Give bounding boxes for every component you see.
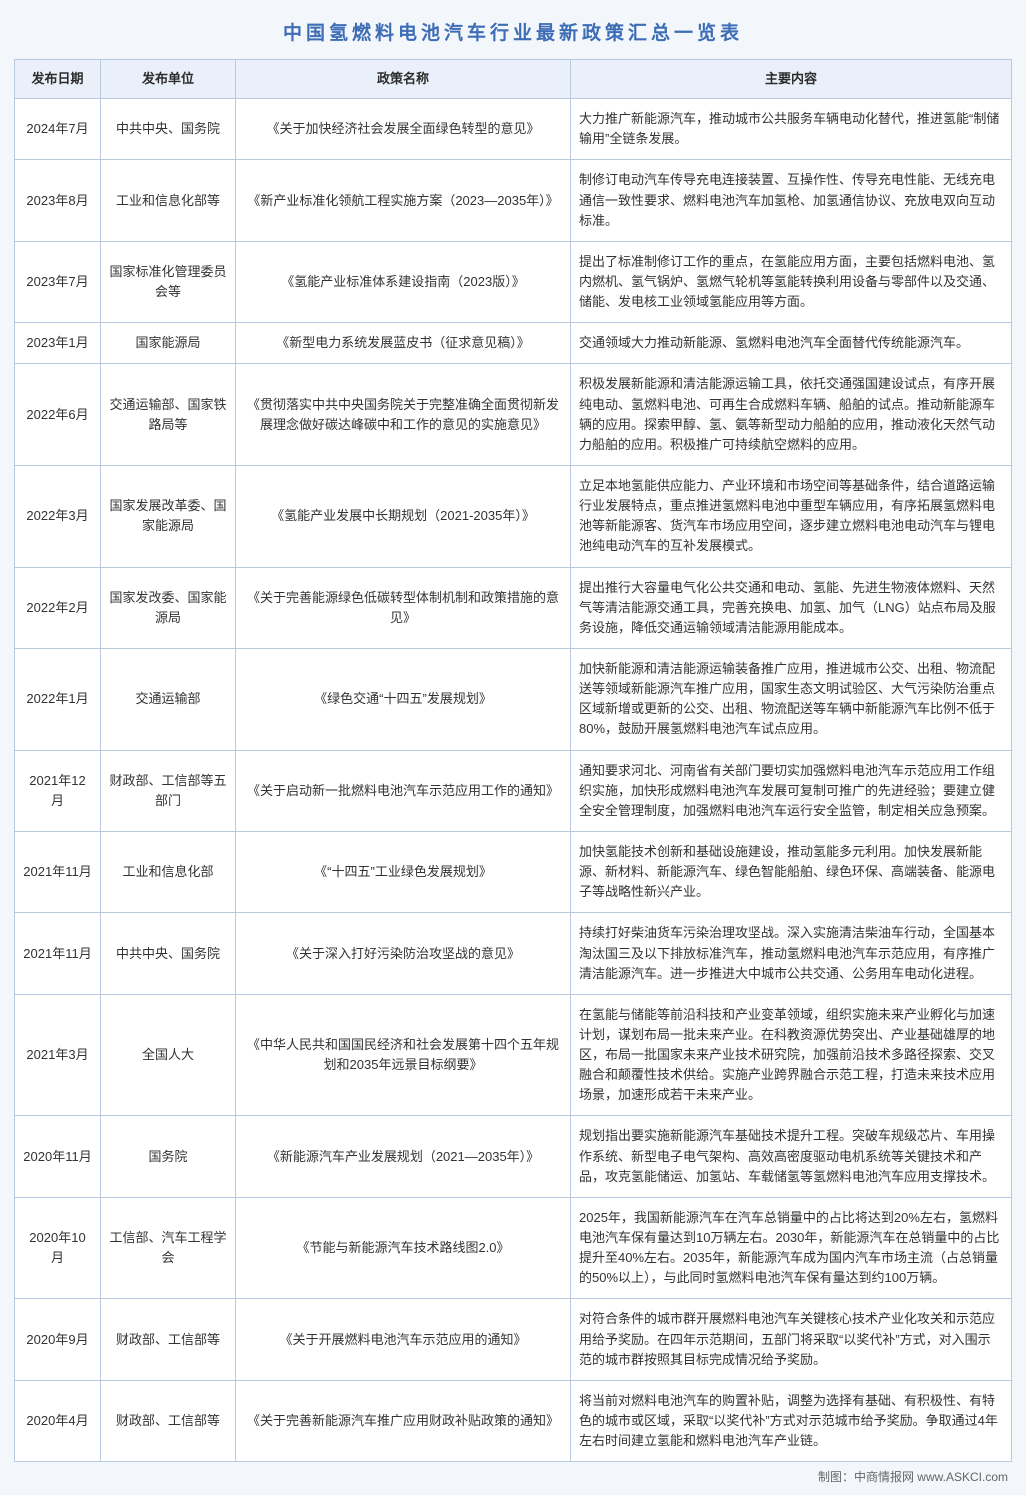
cell-content: 持续打好柴油货车污染治理攻坚战。深入实施清洁柴油车行动，全国基本淘汰国三及以下排…: [571, 913, 1012, 994]
policy-table-page: 中国氢燃料电池汽车行业最新政策汇总一览表 发布日期 发布单位 政策名称 主要内容…: [0, 0, 1026, 1495]
cell-agency: 财政部、工信部等: [101, 1299, 236, 1380]
cell-date: 2020年4月: [15, 1380, 101, 1461]
cell-policy: 《新能源汽车产业发展规划（2021—2035年）》: [236, 1116, 571, 1197]
cell-agency: 交通运输部、国家铁路局等: [101, 364, 236, 466]
cell-policy: 《贯彻落实中共中央国务院关于完整准确全面贯彻新发展理念做好碳达峰碳中和工作的意见…: [236, 364, 571, 466]
cell-policy: 《新产业标准化领航工程实施方案（2023—2035年）》: [236, 160, 571, 241]
table-row: 2024年7月中共中央、国务院《关于加快经济社会发展全面绿色转型的意见》大力推广…: [15, 99, 1012, 160]
col-header-agency: 发布单位: [101, 60, 236, 99]
cell-content: 在氢能与储能等前沿科技和产业变革领域，组织实施未来产业孵化与加速计划，谋划布局一…: [571, 994, 1012, 1116]
cell-date: 2023年1月: [15, 323, 101, 364]
cell-agency: 工信部、汽车工程学会: [101, 1197, 236, 1299]
cell-policy: 《中华人民共和国国民经济和社会发展第十四个五年规划和2035年远景目标纲要》: [236, 994, 571, 1116]
cell-date: 2022年2月: [15, 567, 101, 648]
cell-agency: 国务院: [101, 1116, 236, 1197]
cell-policy: 《关于开展燃料电池汽车示范应用的通知》: [236, 1299, 571, 1380]
cell-agency: 国家发改委、国家能源局: [101, 567, 236, 648]
table-row: 2021年3月全国人大《中华人民共和国国民经济和社会发展第十四个五年规划和203…: [15, 994, 1012, 1116]
cell-date: 2024年7月: [15, 99, 101, 160]
cell-content: 提出了标准制修订工作的重点，在氢能应用方面，主要包括燃料电池、氢内燃机、氢气锅炉…: [571, 241, 1012, 322]
cell-content: 交通领域大力推动新能源、氢燃料电池汽车全面替代传统能源汽车。: [571, 323, 1012, 364]
table-row: 2022年6月交通运输部、国家铁路局等《贯彻落实中共中央国务院关于完整准确全面贯…: [15, 364, 1012, 466]
cell-date: 2022年6月: [15, 364, 101, 466]
cell-date: 2020年11月: [15, 1116, 101, 1197]
cell-content: 对符合条件的城市群开展燃料电池汽车关键核心技术产业化攻关和示范应用给予奖励。在四…: [571, 1299, 1012, 1380]
cell-date: 2020年9月: [15, 1299, 101, 1380]
table-row: 2022年2月国家发改委、国家能源局《关于完善能源绿色低碳转型体制机制和政策措施…: [15, 567, 1012, 648]
table-row: 2021年12月财政部、工信部等五部门《关于启动新一批燃料电池汽车示范应用工作的…: [15, 750, 1012, 831]
table-row: 2020年4月财政部、工信部等《关于完善新能源汽车推广应用财政补贴政策的通知》将…: [15, 1380, 1012, 1461]
cell-agency: 中共中央、国务院: [101, 913, 236, 994]
cell-date: 2023年8月: [15, 160, 101, 241]
cell-date: 2021年3月: [15, 994, 101, 1116]
cell-content: 2025年，我国新能源汽车在汽车总销量中的占比将达到20%左右，氢燃料电池汽车保…: [571, 1197, 1012, 1299]
cell-policy: 《关于启动新一批燃料电池汽车示范应用工作的通知》: [236, 750, 571, 831]
cell-date: 2021年12月: [15, 750, 101, 831]
table-header-row: 发布日期 发布单位 政策名称 主要内容: [15, 60, 1012, 99]
cell-agency: 工业和信息化部等: [101, 160, 236, 241]
cell-policy: 《关于完善能源绿色低碳转型体制机制和政策措施的意见》: [236, 567, 571, 648]
cell-date: 2022年3月: [15, 465, 101, 567]
cell-policy: 《新型电力系统发展蓝皮书（征求意见稿）》: [236, 323, 571, 364]
cell-policy: 《“十四五”工业绿色发展规划》: [236, 831, 571, 912]
table-row: 2023年1月国家能源局《新型电力系统发展蓝皮书（征求意见稿）》交通领域大力推动…: [15, 323, 1012, 364]
cell-policy: 《关于深入打好污染防治攻坚战的意见》: [236, 913, 571, 994]
col-header-date: 发布日期: [15, 60, 101, 99]
cell-content: 规划指出要实施新能源汽车基础技术提升工程。突破车规级芯片、车用操作系统、新型电子…: [571, 1116, 1012, 1197]
cell-date: 2021年11月: [15, 913, 101, 994]
cell-agency: 国家标准化管理委员会等: [101, 241, 236, 322]
cell-agency: 国家能源局: [101, 323, 236, 364]
cell-policy: 《绿色交通“十四五”发展规划》: [236, 648, 571, 750]
cell-agency: 工业和信息化部: [101, 831, 236, 912]
cell-agency: 交通运输部: [101, 648, 236, 750]
table-row: 2023年7月国家标准化管理委员会等《氢能产业标准体系建设指南（2023版）》提…: [15, 241, 1012, 322]
cell-content: 将当前对燃料电池汽车的购置补贴，调整为选择有基础、有积极性、有特色的城市或区域，…: [571, 1380, 1012, 1461]
cell-policy: 《关于加快经济社会发展全面绿色转型的意见》: [236, 99, 571, 160]
cell-policy: 《氢能产业发展中长期规划（2021-2035年）》: [236, 465, 571, 567]
cell-date: 2022年1月: [15, 648, 101, 750]
cell-date: 2020年10月: [15, 1197, 101, 1299]
cell-agency: 国家发展改革委、国家能源局: [101, 465, 236, 567]
cell-content: 制修订电动汽车传导充电连接装置、互操作性、传导充电性能、无线充电通信一致性要求、…: [571, 160, 1012, 241]
table-row: 2021年11月工业和信息化部《“十四五”工业绿色发展规划》加快氢能技术创新和基…: [15, 831, 1012, 912]
page-title: 中国氢燃料电池汽车行业最新政策汇总一览表: [14, 12, 1012, 59]
cell-agency: 中共中央、国务院: [101, 99, 236, 160]
cell-content: 大力推广新能源汽车，推动城市公共服务车辆电动化替代，推进氢能“制储输用”全链条发…: [571, 99, 1012, 160]
cell-content: 提出推行大容量电气化公共交通和电动、氢能、先进生物液体燃料、天然气等清洁能源交通…: [571, 567, 1012, 648]
table-row: 2020年10月工信部、汽车工程学会《节能与新能源汽车技术路线图2.0》2025…: [15, 1197, 1012, 1299]
cell-policy: 《节能与新能源汽车技术路线图2.0》: [236, 1197, 571, 1299]
col-header-policy: 政策名称: [236, 60, 571, 99]
cell-agency: 全国人大: [101, 994, 236, 1116]
cell-content: 通知要求河北、河南省有关部门要切实加强燃料电池汽车示范应用工作组织实施，加快形成…: [571, 750, 1012, 831]
cell-policy: 《关于完善新能源汽车推广应用财政补贴政策的通知》: [236, 1380, 571, 1461]
cell-content: 加快氢能技术创新和基础设施建设，推动氢能多元利用。加快发展新能源、新材料、新能源…: [571, 831, 1012, 912]
cell-date: 2021年11月: [15, 831, 101, 912]
cell-content: 立足本地氢能供应能力、产业环境和市场空间等基础条件，结合道路运输行业发展特点，重…: [571, 465, 1012, 567]
cell-agency: 财政部、工信部等五部门: [101, 750, 236, 831]
cell-content: 积极发展新能源和清洁能源运输工具，依托交通强国建设试点，有序开展纯电动、氢燃料电…: [571, 364, 1012, 466]
table-row: 2023年8月工业和信息化部等《新产业标准化领航工程实施方案（2023—2035…: [15, 160, 1012, 241]
col-header-content: 主要内容: [571, 60, 1012, 99]
footer-credit: 制图：中商情报网 www.ASKCI.com: [14, 1462, 1012, 1487]
cell-policy: 《氢能产业标准体系建设指南（2023版）》: [236, 241, 571, 322]
table-row: 2022年1月交通运输部《绿色交通“十四五”发展规划》加快新能源和清洁能源运输装…: [15, 648, 1012, 750]
policy-table: 发布日期 发布单位 政策名称 主要内容 2024年7月中共中央、国务院《关于加快…: [14, 59, 1012, 1462]
table-row: 2020年11月国务院《新能源汽车产业发展规划（2021—2035年）》规划指出…: [15, 1116, 1012, 1197]
table-row: 2021年11月中共中央、国务院《关于深入打好污染防治攻坚战的意见》持续打好柴油…: [15, 913, 1012, 994]
table-row: 2022年3月国家发展改革委、国家能源局《氢能产业发展中长期规划（2021-20…: [15, 465, 1012, 567]
cell-agency: 财政部、工信部等: [101, 1380, 236, 1461]
table-row: 2020年9月财政部、工信部等《关于开展燃料电池汽车示范应用的通知》对符合条件的…: [15, 1299, 1012, 1380]
cell-content: 加快新能源和清洁能源运输装备推广应用，推进城市公交、出租、物流配送等领域新能源汽…: [571, 648, 1012, 750]
cell-date: 2023年7月: [15, 241, 101, 322]
